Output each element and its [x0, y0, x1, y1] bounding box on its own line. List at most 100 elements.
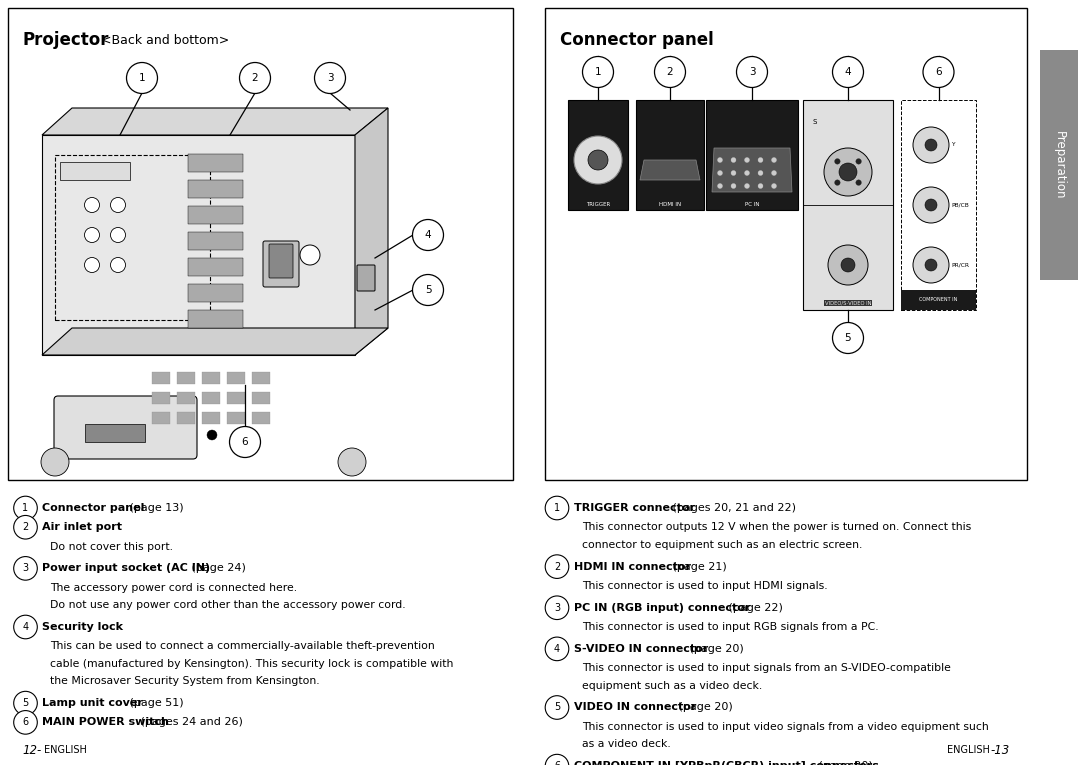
Circle shape: [84, 258, 99, 272]
Circle shape: [588, 150, 608, 170]
Circle shape: [737, 57, 768, 87]
Text: 3: 3: [748, 67, 755, 77]
Bar: [188, 180, 243, 198]
Circle shape: [14, 496, 38, 519]
Text: Connector panel: Connector panel: [561, 31, 714, 49]
Text: (page 20): (page 20): [814, 761, 873, 765]
Circle shape: [14, 692, 38, 715]
Circle shape: [758, 158, 762, 162]
Circle shape: [14, 557, 38, 580]
Text: 3: 3: [23, 563, 28, 574]
Text: 4: 4: [554, 644, 561, 654]
Text: 1: 1: [554, 503, 561, 513]
Bar: [60, 162, 130, 180]
Bar: [252, 372, 270, 384]
Text: Y: Y: [951, 142, 955, 148]
Bar: [55, 155, 210, 320]
Bar: [188, 258, 243, 276]
Text: This connector is used to input signals from an S-VIDEO-compatible: This connector is used to input signals …: [582, 663, 950, 673]
FancyBboxPatch shape: [54, 396, 197, 459]
Text: 3: 3: [554, 603, 561, 613]
Circle shape: [14, 615, 38, 639]
Text: VIDEO IN connector: VIDEO IN connector: [573, 702, 697, 712]
Text: 5: 5: [554, 702, 561, 712]
Circle shape: [110, 197, 125, 213]
Text: This connector is used to input video signals from a video equipment such: This connector is used to input video si…: [582, 721, 989, 732]
Circle shape: [744, 184, 750, 188]
FancyBboxPatch shape: [264, 241, 299, 287]
Circle shape: [717, 184, 723, 188]
Text: (page 20): (page 20): [675, 702, 732, 712]
Text: Preparation: Preparation: [1053, 131, 1066, 199]
Circle shape: [240, 430, 249, 440]
Bar: [8, 8, 513, 480]
Bar: [188, 206, 243, 224]
Circle shape: [41, 448, 69, 476]
Circle shape: [824, 148, 872, 196]
Bar: [901, 100, 976, 310]
Text: The accessory power cord is connected here.: The accessory power cord is connected he…: [50, 583, 297, 593]
Text: HDMI IN: HDMI IN: [659, 201, 681, 207]
Circle shape: [758, 184, 762, 188]
Bar: [202, 372, 220, 384]
Text: Do not use any power cord other than the accessory power cord.: Do not use any power cord other than the…: [50, 600, 406, 610]
Circle shape: [654, 57, 686, 87]
Text: COMPONENT IN [YPBpR(CBCR) input] connectors: COMPONENT IN [YPBpR(CBCR) input] connect…: [573, 761, 879, 765]
Text: 4: 4: [424, 230, 431, 240]
Text: TRIGGER: TRIGGER: [585, 201, 610, 207]
Circle shape: [828, 245, 868, 285]
Circle shape: [126, 63, 158, 93]
Text: ENGLISH: ENGLISH: [44, 745, 86, 755]
Polygon shape: [640, 160, 700, 180]
Circle shape: [413, 275, 444, 305]
Text: 6: 6: [935, 67, 942, 77]
Text: MAIN POWER switch: MAIN POWER switch: [42, 718, 168, 728]
Circle shape: [924, 139, 937, 151]
FancyBboxPatch shape: [357, 265, 375, 291]
Text: (pages 24 and 26): (pages 24 and 26): [137, 718, 243, 728]
Text: (page 24): (page 24): [188, 563, 245, 574]
Circle shape: [717, 158, 723, 162]
Text: equipment such as a video deck.: equipment such as a video deck.: [582, 681, 762, 691]
Text: 5: 5: [845, 333, 851, 343]
Text: connector to equipment such as an electric screen.: connector to equipment such as an electr…: [582, 540, 862, 550]
Circle shape: [240, 63, 270, 93]
Text: S-VIDEO IN connector: S-VIDEO IN connector: [573, 644, 708, 654]
Bar: [188, 154, 243, 172]
Text: TRIGGER connector: TRIGGER connector: [573, 503, 696, 513]
Text: 3: 3: [326, 73, 334, 83]
Text: (page 20): (page 20): [686, 644, 744, 654]
Circle shape: [833, 57, 864, 87]
Circle shape: [413, 220, 444, 250]
Circle shape: [314, 63, 346, 93]
Circle shape: [835, 158, 840, 164]
Text: PR/CR: PR/CR: [951, 262, 969, 268]
Bar: [901, 290, 976, 310]
Circle shape: [913, 187, 949, 223]
Bar: [85, 424, 145, 442]
Circle shape: [110, 258, 125, 272]
Circle shape: [545, 695, 569, 719]
Bar: [177, 392, 195, 404]
Polygon shape: [42, 108, 388, 135]
Text: Security lock: Security lock: [42, 622, 123, 632]
Circle shape: [731, 171, 735, 175]
Text: 1: 1: [23, 503, 28, 513]
Text: <Back and bottom>: <Back and bottom>: [97, 34, 229, 47]
Polygon shape: [712, 148, 792, 192]
Bar: [804, 100, 893, 310]
Circle shape: [731, 184, 735, 188]
Text: (page 22): (page 22): [725, 603, 783, 613]
Text: 12-: 12-: [22, 744, 41, 757]
Text: 2: 2: [666, 67, 673, 77]
Circle shape: [744, 158, 750, 162]
Bar: [636, 100, 704, 210]
Text: 4: 4: [845, 67, 851, 77]
Bar: [227, 412, 245, 424]
Circle shape: [84, 227, 99, 243]
Text: Projector: Projector: [23, 31, 109, 49]
Circle shape: [913, 247, 949, 283]
Text: Air inlet port: Air inlet port: [42, 522, 122, 532]
Circle shape: [545, 637, 569, 661]
Bar: [188, 284, 243, 302]
